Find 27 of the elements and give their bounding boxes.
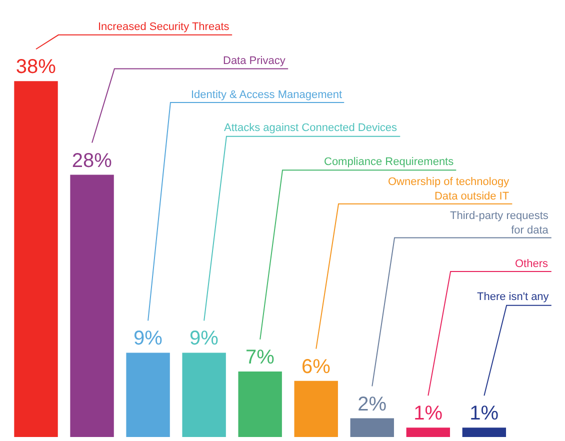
text: Increased Security Threats: [98, 21, 230, 33]
data-label: 6%: [302, 356, 331, 378]
data-label: 1%: [414, 402, 443, 425]
bar: [14, 81, 58, 437]
data-label: 1%: [470, 402, 499, 425]
text: Data Privacy: [223, 55, 286, 67]
bar: [294, 380, 338, 437]
data-label: 9%: [133, 328, 163, 350]
bar: [238, 371, 282, 437]
annotation: Compliance Requirements: [324, 156, 454, 168]
data-label: 38%: [16, 56, 56, 78]
bar: [70, 174, 114, 437]
annotation: Ownership of technology Data outside IT: [388, 176, 510, 202]
bar: [350, 418, 394, 437]
bar: [462, 428, 506, 437]
bar: [126, 352, 170, 437]
annotation: Identity & Access Management: [191, 89, 342, 101]
data-label: 28%: [72, 150, 112, 172]
text: Others: [515, 258, 549, 270]
data-label: 7%: [246, 346, 275, 368]
data-label: 2%: [358, 393, 387, 416]
data-label: 9%: [190, 328, 219, 350]
bar: [406, 428, 450, 437]
annotation: There isn't any: [477, 291, 550, 303]
annotation: Third-party requests for data: [450, 210, 550, 236]
annotation: Attacks against Connected Devices: [224, 122, 398, 134]
bar: [182, 352, 226, 437]
